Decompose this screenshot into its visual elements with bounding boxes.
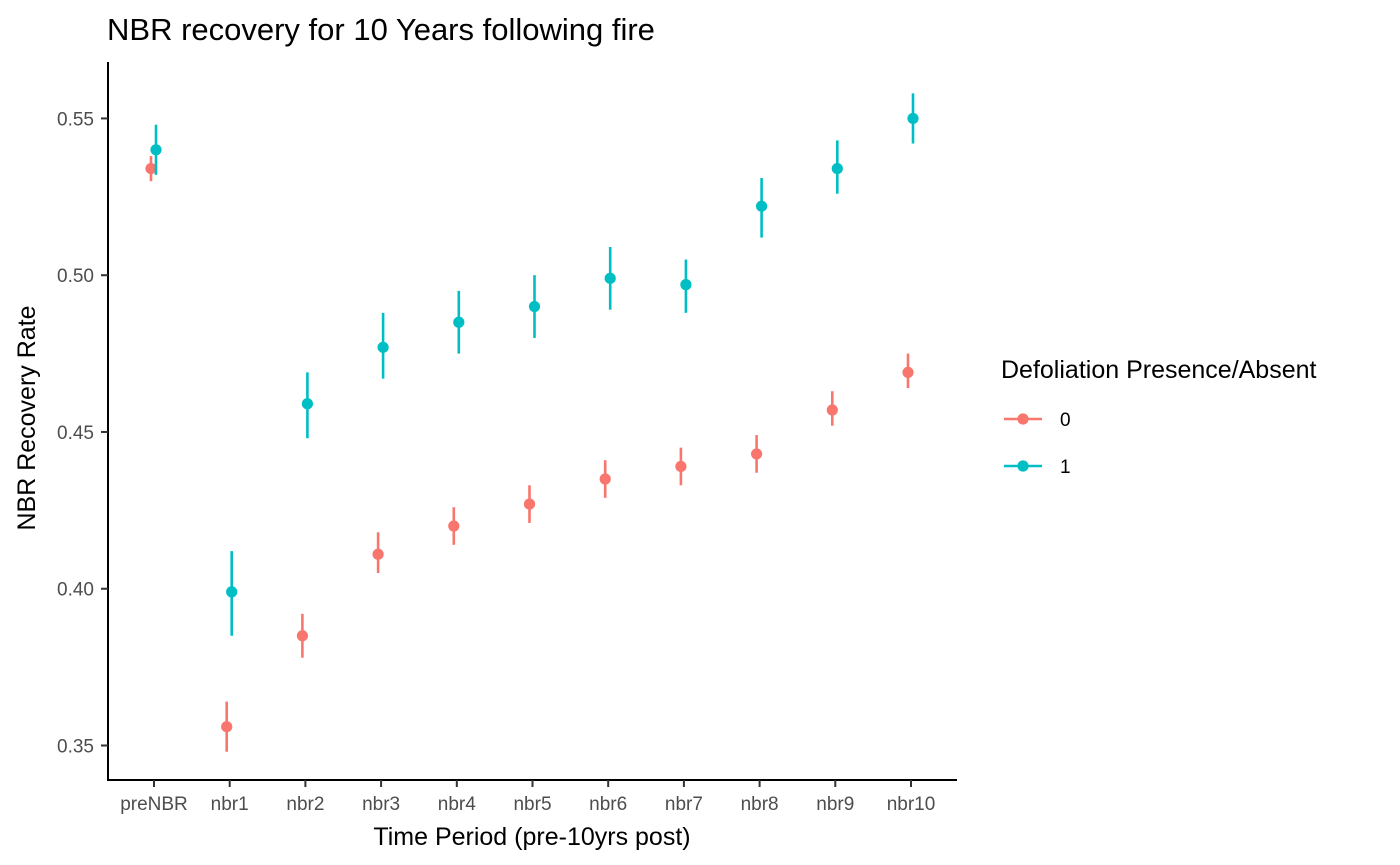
data-point	[902, 366, 914, 379]
x-tick-label: nbr9	[816, 794, 854, 815]
data-point	[599, 473, 611, 485]
legend-label: 0	[1060, 410, 1071, 431]
legend-key-point	[1017, 460, 1029, 472]
x-tick-label: nbr8	[741, 794, 779, 815]
data-point	[372, 548, 384, 560]
x-tick-label: nbr6	[589, 794, 627, 815]
data-point	[751, 448, 763, 460]
data-point	[528, 300, 541, 313]
x-tick-label: nbr2	[286, 794, 324, 815]
legend-item-0: 0	[1004, 410, 1071, 431]
x-tick-label: nbr5	[513, 794, 551, 815]
data-point	[907, 112, 919, 125]
data-point	[226, 586, 238, 598]
data-point	[604, 272, 616, 284]
y-tick-label: 0.50	[57, 266, 94, 287]
data-point	[377, 341, 389, 353]
y-tick-label: 0.45	[57, 423, 94, 444]
data-point	[145, 163, 157, 175]
legend: Defoliation Presence/Absent 01	[1001, 356, 1317, 478]
data-point	[675, 460, 687, 473]
data-point	[296, 630, 308, 642]
data-point	[301, 398, 313, 410]
x-tick-label: nbr3	[362, 794, 400, 815]
x-ticks: preNBR nbr1 nbr2 nbr3 nbr4 nbr5 nbr6 nbr7 nbr8 nb…	[120, 780, 935, 815]
legend-key-point	[1017, 413, 1029, 425]
x-tick-label: preNBR	[120, 794, 188, 815]
legend-item-1: 1	[1004, 457, 1071, 478]
legend-items: 01	[1004, 410, 1071, 478]
x-tick-label: nbr7	[665, 794, 703, 815]
y-ticks: 0.35 0.40 0.45 0.50 0.55	[57, 109, 108, 758]
data-point	[221, 721, 233, 733]
data-point	[826, 404, 838, 416]
series-1	[150, 93, 919, 636]
data-point	[448, 520, 460, 532]
y-axis-title: NBR Recovery Rate	[13, 305, 41, 530]
data-point	[453, 316, 465, 328]
plot-panel: 0.35 0.40 0.45 0.50 0.55 preNBR nbr1 nbr2 nbr3 n…	[57, 62, 957, 815]
y-tick-label: 0.40	[57, 580, 94, 601]
y-tick-label: 0.35	[57, 737, 94, 758]
legend-title: Defoliation Presence/Absent	[1001, 356, 1317, 384]
y-tick-label: 0.55	[57, 109, 94, 130]
x-tick-label: nbr10	[887, 794, 936, 815]
x-tick-label: nbr4	[438, 794, 476, 815]
chart-title: NBR recovery for 10 Years following fire	[107, 12, 655, 47]
data-point	[150, 144, 162, 156]
legend-label: 1	[1060, 457, 1071, 478]
data-point	[756, 200, 768, 212]
x-axis-title: Time Period (pre-10yrs post)	[373, 823, 690, 851]
x-tick-label: nbr1	[211, 794, 249, 815]
data-series	[145, 93, 919, 752]
data-point	[680, 279, 692, 291]
data-point	[523, 498, 536, 510]
data-point	[831, 163, 843, 175]
series-0	[145, 156, 914, 752]
